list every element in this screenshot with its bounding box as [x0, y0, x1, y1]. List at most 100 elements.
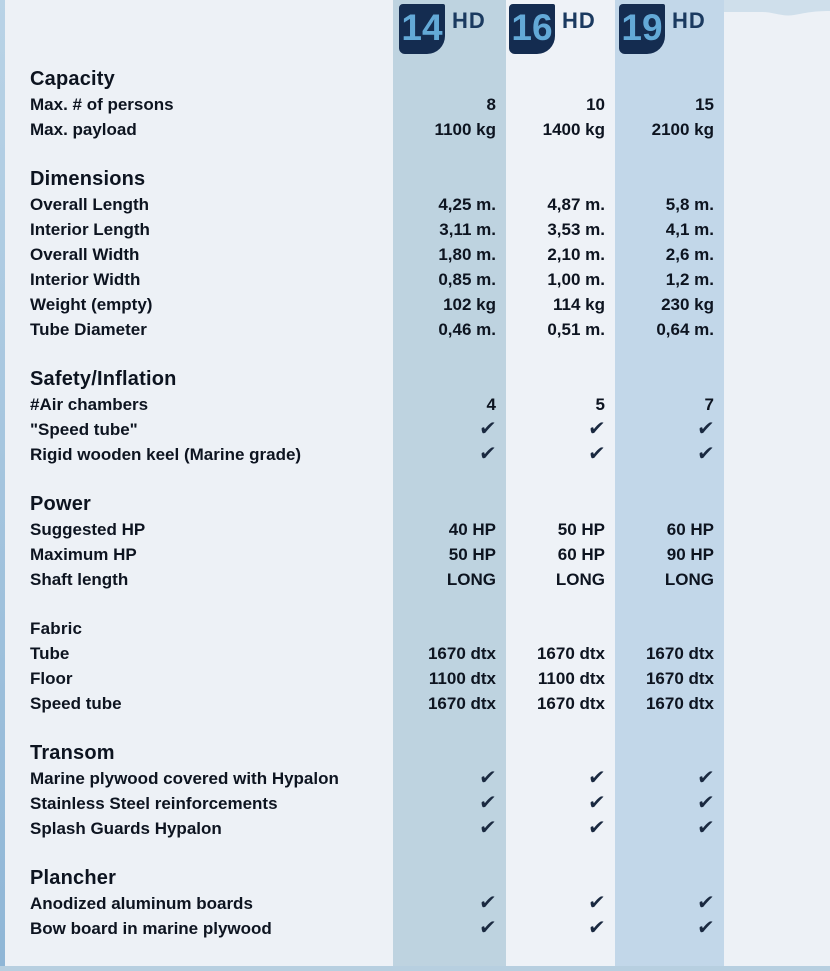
value-cell: 1,80 m. [438, 245, 496, 264]
value-cell: 1670 dtx [427, 644, 496, 663]
check-icon: ✔ [696, 917, 716, 939]
spec-row: Suggested HP 40 HP 50 HP 60 HP [0, 517, 830, 542]
value-cell: 2,10 m. [547, 245, 605, 264]
value-cell: 0,46 m. [438, 320, 496, 339]
section-title: Capacity [30, 68, 115, 90]
value-cell: LONG [555, 570, 605, 589]
value-cell: 2100 kg [651, 120, 714, 139]
top-wave-decoration [724, 0, 830, 16]
value-cell: 1100 kg [434, 120, 496, 139]
value-cell: 4,1 m. [665, 220, 714, 239]
check-icon: ✔ [696, 892, 716, 914]
check-icon: ✔ [478, 817, 498, 839]
spec-row: Speed tube 1670 dtx 1670 dtx 1670 dtx [0, 691, 830, 716]
value-cell: 1100 dtx [537, 669, 605, 688]
spec-row: Shaft length LONG LONG LONG [0, 567, 830, 592]
value-cell: 15 [695, 95, 714, 114]
row-label: #Air chambers [30, 395, 149, 414]
value-cell: 3,53 m. [547, 220, 605, 239]
spec-row: #Air chambers 4 5 7 [0, 392, 830, 417]
row-label: Overall Length [30, 195, 150, 214]
value-cell: 5,8 m. [665, 195, 714, 214]
model-number-badge: 16 [509, 4, 555, 54]
section-title: Safety/Inflation [30, 368, 177, 390]
section-power: Power Suggested HP 40 HP 50 HP 60 HP Max… [0, 491, 830, 592]
row-label: Stainless Steel reinforcements [30, 794, 278, 813]
section-capacity: Capacity Max. # of persons 8 10 15 Max. … [0, 66, 830, 142]
row-label: Marine plywood covered with Hypalon [30, 769, 339, 788]
section-transom: Transom Marine plywood covered with Hypa… [0, 740, 830, 841]
check-icon: ✔ [587, 443, 607, 465]
model-suffix-label: HD [672, 8, 706, 33]
section-plancher: Plancher Anodized aluminum boards ✔ ✔ ✔ … [0, 865, 830, 941]
row-label: Tube [30, 644, 70, 663]
model-number-badge: 19 [619, 4, 665, 54]
row-label: Overall Width [30, 245, 140, 264]
spec-row: Overall Length 4,25 m. 4,87 m. 5,8 m. [0, 192, 830, 217]
row-label: Shaft length [30, 570, 129, 589]
spec-row: Max. # of persons 8 10 15 [0, 92, 830, 117]
check-icon: ✔ [478, 792, 498, 814]
value-cell: 4 [486, 395, 496, 414]
row-label: Splash Guards Hypalon [30, 819, 222, 838]
spec-row: Stainless Steel reinforcements ✔ ✔ ✔ [0, 791, 830, 816]
value-cell: 5 [595, 395, 605, 414]
model-logo-19hd: 19 HD [619, 4, 706, 54]
spec-row: Anodized aluminum boards ✔ ✔ ✔ [0, 891, 830, 916]
row-label: Tube Diameter [30, 320, 147, 339]
value-cell: 1670 dtx [536, 644, 605, 663]
value-cell: 1670 dtx [645, 694, 714, 713]
section-fabric: Fabric Tube 1670 dtx 1670 dtx 1670 dtx F… [0, 616, 830, 716]
spec-row: Interior Length 3,11 m. 3,53 m. 4,1 m. [0, 217, 830, 242]
check-icon: ✔ [696, 767, 716, 789]
value-cell: 3,11 m. [439, 220, 496, 239]
spec-row: Marine plywood covered with Hypalon ✔ ✔ … [0, 766, 830, 791]
value-cell: 230 kg [661, 295, 714, 314]
section-title: Fabric [30, 619, 83, 638]
check-icon: ✔ [478, 767, 498, 789]
row-label: Maximum HP [30, 545, 137, 564]
spec-row: Overall Width 1,80 m. 2,10 m. 2,6 m. [0, 242, 830, 267]
row-label: Bow board in marine plywood [30, 919, 272, 938]
bottom-border-strip [0, 966, 830, 971]
model-suffix-label: HD [562, 8, 596, 33]
value-cell: 1,00 m. [547, 270, 605, 289]
check-icon: ✔ [478, 443, 498, 465]
check-icon: ✔ [587, 792, 607, 814]
value-cell: 0,51 m. [547, 320, 605, 339]
spec-table: 14 HD 16 HD 19 HD Capacity Max. # of per… [0, 4, 830, 941]
row-label: Rigid wooden keel (Marine grade) [30, 445, 302, 464]
column-band-16hd [506, 0, 615, 971]
spec-row: Tube Diameter 0,46 m. 0,51 m. 0,64 m. [0, 317, 830, 342]
section-title: Power [30, 493, 92, 515]
check-icon: ✔ [587, 817, 607, 839]
row-label: Interior Length [30, 220, 150, 239]
value-cell: LONG [446, 570, 496, 589]
spec-row: Floor 1100 dtx 1100 dtx 1670 dtx [0, 666, 830, 691]
section-safety-inflation: Safety/Inflation #Air chambers 4 5 7 "Sp… [0, 366, 830, 467]
spec-row: Bow board in marine plywood ✔ ✔ ✔ [0, 916, 830, 941]
row-label: Anodized aluminum boards [30, 894, 253, 913]
row-label: Max. payload [30, 120, 137, 139]
check-icon: ✔ [696, 443, 716, 465]
row-label: Max. # of persons [30, 95, 174, 114]
spec-row: Splash Guards Hypalon ✔ ✔ ✔ [0, 816, 830, 841]
value-cell: 1670 dtx [536, 694, 605, 713]
value-cell: 40 HP [448, 520, 496, 539]
value-cell: 50 HP [448, 545, 496, 564]
value-cell: 1670 dtx [427, 694, 496, 713]
value-cell: 1400 kg [542, 120, 605, 139]
value-cell: 90 HP [666, 545, 714, 564]
row-label: Interior Width [30, 270, 141, 289]
value-cell: 8 [486, 95, 496, 114]
check-icon: ✔ [478, 418, 498, 440]
model-suffix-label: HD [452, 8, 486, 33]
value-cell: 60 HP [666, 520, 714, 539]
check-icon: ✔ [587, 892, 607, 914]
check-icon: ✔ [587, 767, 607, 789]
value-cell: 7 [704, 395, 714, 414]
row-label: Suggested HP [30, 520, 146, 539]
value-cell: LONG [664, 570, 714, 589]
model-logo-16hd: 16 HD [509, 4, 596, 54]
